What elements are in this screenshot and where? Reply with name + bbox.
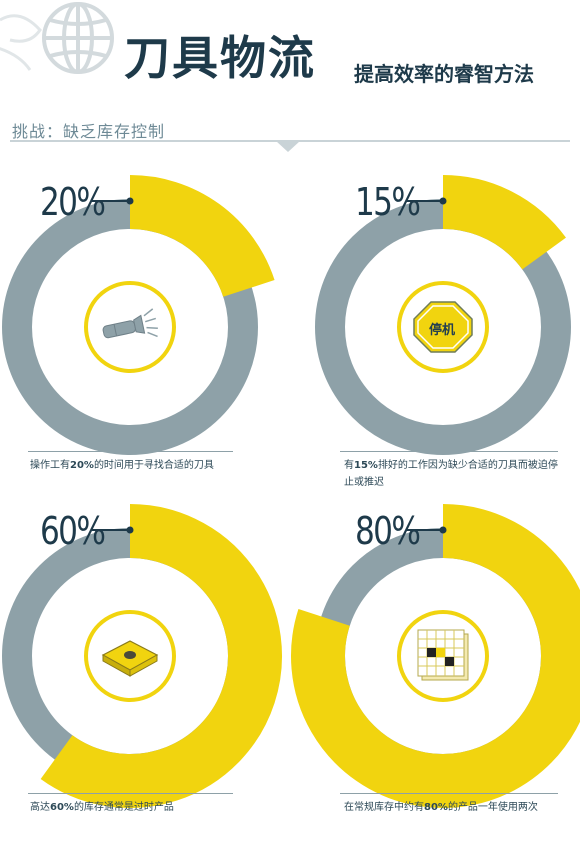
caption-1: 操作工有20%的时间用于寻找合适的刀具 [30, 460, 214, 471]
calendar-grid-icon [417, 629, 469, 681]
caption-rule [28, 451, 233, 452]
stat-card-2: 停机 15% 有15%排好的工作因为缺少合适的刀具而被迫停止或推迟 [290, 160, 580, 495]
globe-icon [0, 2, 114, 74]
challenge-heading: 挑战：缺乏库存控制 [12, 122, 166, 141]
donut-value-arc [40, 504, 282, 808]
page-subtitle: 提高效率的睿智方法 [354, 62, 534, 86]
pct-leader-dot [439, 197, 447, 205]
pct-leader-dot [126, 197, 134, 205]
inner-ring [397, 281, 489, 373]
inner-ring [397, 610, 489, 702]
divider-notch [276, 141, 300, 152]
donut-chart-1 [2, 175, 275, 455]
stat-card-3: 60% 高达60%的库存通常是过时产品 [0, 500, 290, 830]
stat-card-4: 80% 在常规库存中约有80%的产品一年使用两次 [290, 500, 580, 830]
stat-card-1: 20% 操作工有20%的时间用于寻找合适的刀具 [0, 160, 290, 495]
caption-3: 高达60%的库存通常是过时产品 [30, 802, 174, 813]
percent-label: 15% [355, 180, 421, 224]
pct-leader-dot [126, 526, 134, 534]
page-title: 刀具物流 [124, 31, 316, 85]
header: 刀具物流 提高效率的睿智方法 [0, 0, 580, 100]
donut-value-arc [442, 175, 566, 271]
caption-2: 有15%排好的工作因为缺少合适的刀具而被迫停止或推迟 [344, 460, 558, 488]
percent-label: 80% [355, 509, 421, 553]
caption-rule [340, 451, 558, 452]
donut-value-arc [129, 175, 275, 298]
caption-rule [28, 793, 233, 794]
caption-rule [340, 793, 558, 794]
donut-chart-3 [2, 504, 282, 808]
caption-4: 在常规库存中约有80%的产品一年使用两次 [344, 802, 538, 813]
stop-sign-icon [413, 301, 473, 353]
inner-ring [84, 281, 176, 373]
stop-sign-label: 停机 [429, 323, 456, 338]
inner-ring [84, 610, 176, 702]
percent-label: 20% [40, 180, 106, 224]
tool-insert-icon [101, 640, 159, 677]
percent-label: 60% [40, 509, 106, 553]
donut-chart-2 [315, 175, 571, 455]
pct-leader-dot [439, 526, 447, 534]
donut-chart-4 [291, 504, 580, 808]
flashlight-icon [102, 308, 158, 339]
donut-value-arc [291, 504, 580, 808]
